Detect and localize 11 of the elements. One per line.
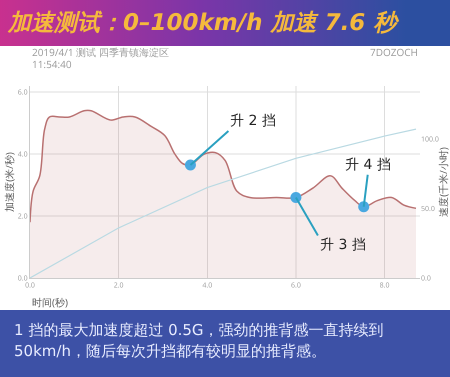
annotation: 升 4 挡: [345, 157, 391, 173]
x-axis-title: 时间(秒): [32, 295, 68, 309]
annotation: 升 2 挡: [230, 113, 276, 129]
y-axis-title: 加速度(米/秒): [2, 152, 16, 212]
text: 11:54:40: [32, 57, 72, 71]
annotation: 升 3 挡: [320, 237, 366, 253]
text: 2019/4/1 测试 四季青镇海淀区: [32, 45, 169, 59]
chart-title: 加速测试：0–100km/h 加速 7.6 秒: [8, 9, 396, 38]
text: 7DOZOCH: [370, 45, 418, 59]
y2-axis-title: 速度(千米/小时): [436, 147, 450, 217]
text: 1 挡的最大加速度超过 0.5G，强劲的推背感一直持续到 50km/h，随后每次升挡都有较明显的推背感。: [0, 310, 450, 377]
